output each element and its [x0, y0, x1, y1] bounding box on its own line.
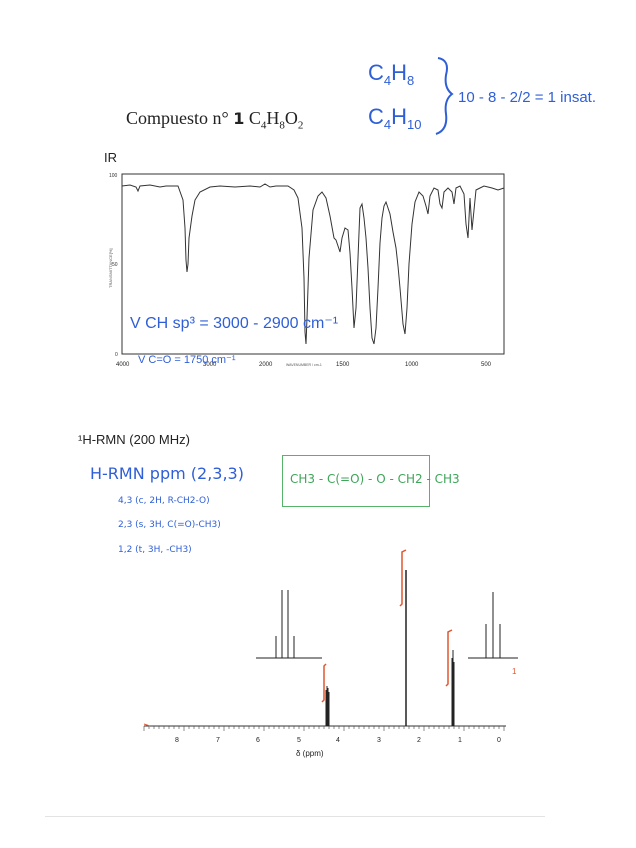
ir-ylabel: TRANSMITTANCE[%]: [108, 249, 113, 288]
structure-box: [282, 455, 430, 507]
ir-xtick-2000: 2000: [259, 362, 273, 368]
nmr-xtick-8: 8: [175, 737, 179, 744]
ir-xtick-500: 500: [481, 362, 492, 368]
ir-label: IR: [104, 150, 117, 165]
nmr-note-header: H-RMN ppm (2,3,3): [90, 464, 244, 483]
handwritten-formula-c4h8: C4H8: [368, 60, 414, 88]
unsaturation-equation: 10 - 8 - 2/2 = 1 insat.: [458, 89, 596, 106]
nmr-xtick-3: 3: [377, 737, 381, 744]
nmr-xtick-7: 7: [216, 737, 220, 744]
ir-xtick-1500: 1500: [336, 362, 350, 368]
nmr-label: ¹H-RMN (200 MHz): [78, 432, 190, 447]
inset-triplet-index: 1: [512, 667, 517, 676]
nmr-inset-triplet: [468, 592, 518, 659]
nmr-xtick-5: 5: [297, 737, 301, 744]
integration-bracket-singlet: [399, 549, 407, 607]
unsaturation-handwriting: C4H8 C4H10 10 - 8 - 2/2 = 1 insat.: [368, 57, 596, 135]
handwritten-formula-c4h10: C4H10: [368, 104, 421, 132]
nmr-xtick-2: 2: [417, 737, 421, 744]
nmr-minor-ticks: [143, 726, 505, 731]
ir-annotation-ch: V CH sp³ = 3000 - 2900 cm⁻¹: [130, 315, 338, 332]
ir-ytick-0: 0: [115, 352, 118, 358]
nmr-left-mark: [143, 723, 151, 727]
ir-frame: [121, 173, 505, 355]
integration-bracket-triplet: [445, 629, 453, 687]
nmr-xtick-4: 4: [336, 737, 340, 744]
ir-spectrum: 100 50 0 TRANSMITTANCE[%] 4000 3000 2000…: [108, 173, 505, 368]
title-formula: C4H8O2: [248, 108, 304, 132]
nmr-peak-quartet: [325, 686, 330, 726]
brace-icon: [435, 57, 454, 135]
compound-title: Compuesto n° 1 C4H8O2: [126, 108, 303, 132]
nmr-xlabel: δ (ppm): [296, 749, 324, 758]
ir-ytick-100: 100: [109, 173, 118, 179]
nmr-note-singlet: 2,3 (s, 3H, C(=O)-CH3): [118, 520, 221, 530]
nmr-spectrum: 8 7 6 5 4 3 2 1 0 δ (ppm) 1: [143, 549, 518, 758]
title-prefix: Compuesto n°: [126, 108, 229, 128]
title-number: 1: [233, 109, 245, 128]
nmr-note-quartet: 4,3 (c, 2H, R-CH2-O): [118, 496, 210, 506]
nmr-xtick-6: 6: [256, 737, 260, 744]
nmr-xtick-0: 0: [497, 737, 501, 744]
nmr-note-triplet: 1,2 (t, 3H, -CH3): [118, 545, 192, 555]
ir-xlabel: WAVENUMBER / cm-1: [286, 363, 322, 367]
ir-trace: [121, 183, 505, 345]
nmr-xtick-1: 1: [458, 737, 462, 744]
ir-annotation-co: V C=O = 1750 cm⁻¹: [138, 354, 236, 366]
ir-xtick-4000: 4000: [116, 362, 130, 368]
ir-xtick-1000: 1000: [405, 362, 419, 368]
ir-xtick-3000: 3000: [203, 362, 217, 368]
ir-ytick-50: 50: [112, 262, 118, 268]
nmr-inset-quartet: [256, 590, 322, 659]
nmr-peak-triplet: [451, 650, 455, 726]
structure-formula: CH3 - C(=O) - O - CH2 - CH3: [290, 472, 460, 486]
integration-bracket-quartet: [321, 663, 327, 703]
footer-divider: [45, 816, 545, 817]
